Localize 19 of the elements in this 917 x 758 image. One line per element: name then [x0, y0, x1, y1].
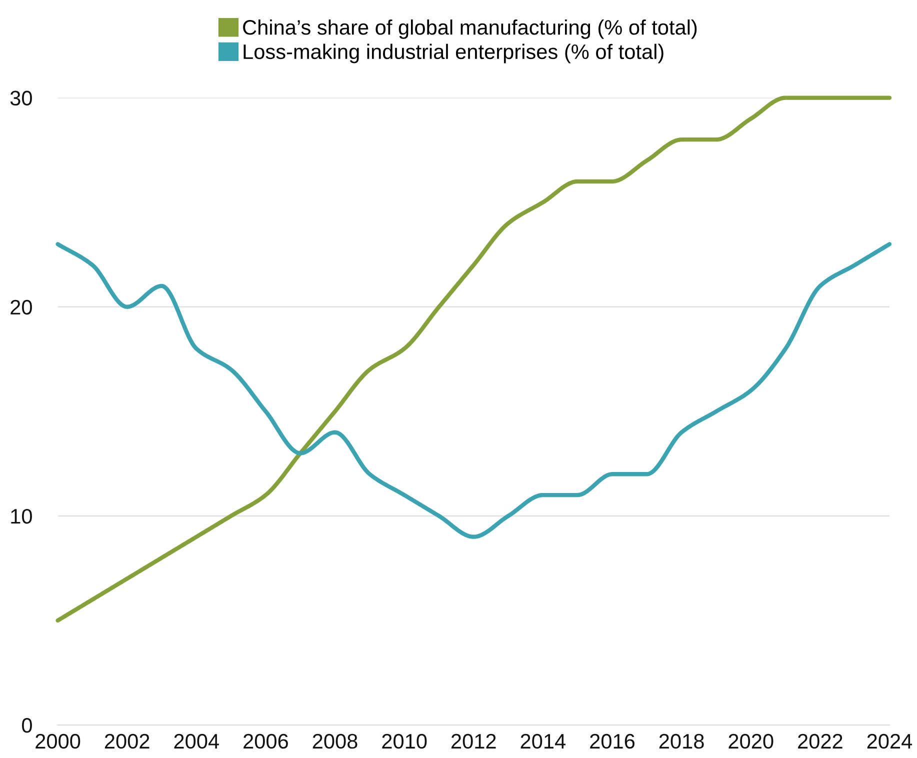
x-tick-label: 2000 — [36, 734, 80, 749]
y-tick-label: 20 — [10, 300, 32, 315]
x-tick-label: 2022 — [798, 734, 842, 749]
legend-label: China’s share of global manufacturing (% of total) — [243, 19, 697, 39]
x-tick-label: 2024 — [867, 734, 912, 749]
x-tick-label: 2004 — [174, 734, 219, 749]
x-tick-label: 2012 — [452, 734, 496, 749]
x-tick-label: 2008 — [312, 734, 358, 749]
x-tick-label: 2010 — [382, 734, 427, 749]
legend-label: Loss-making industrial enterprises (% of total) — [244, 44, 664, 64]
x-tick-label: 2014 — [520, 734, 566, 749]
x-tick-label: 2020 — [728, 734, 774, 749]
x-tick-label: 2006 — [244, 734, 288, 749]
x-tick-label: 2016 — [590, 734, 635, 749]
x-tick-label: 2018 — [659, 734, 704, 749]
y-tick-label: 30 — [10, 90, 32, 106]
y-tick-label: 10 — [11, 508, 32, 524]
x-tick-label: 2002 — [104, 734, 150, 749]
y-tick-label: 0 — [22, 718, 32, 733]
